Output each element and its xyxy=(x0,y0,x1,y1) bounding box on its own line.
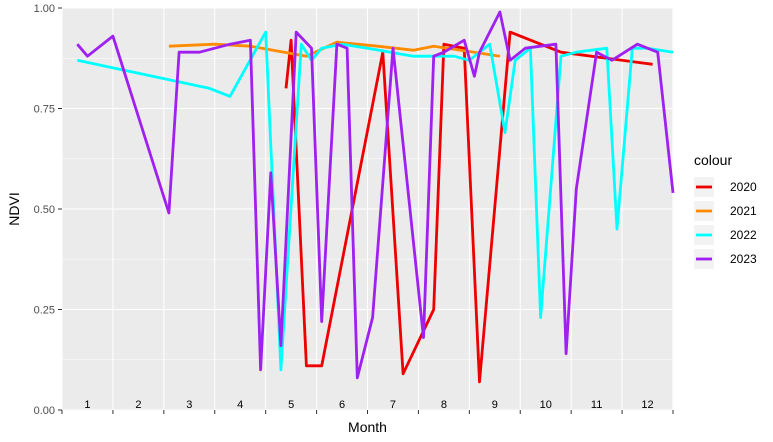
x-category-label: 6 xyxy=(339,399,345,411)
x-category-label: 5 xyxy=(288,399,294,411)
legend-label-2021: 2021 xyxy=(730,204,757,218)
x-category-label: 11 xyxy=(591,399,602,411)
series-line-2023 xyxy=(76,10,675,380)
x-category-label: 3 xyxy=(186,399,192,411)
x-category-label: 4 xyxy=(237,399,243,411)
x-category-label: 1 xyxy=(84,399,90,411)
legend: colour 2020 2021 2022 2023 xyxy=(694,152,757,269)
series-line-2021 xyxy=(168,40,501,58)
x-category-label: 2 xyxy=(135,399,141,411)
legend-label-2023: 2023 xyxy=(730,252,757,266)
y-tick-label: 0.75 xyxy=(34,104,55,116)
x-axis-ticks: 1 2 3 4 5 6 7 8 9 10 11 12 xyxy=(61,399,674,414)
y-tick-label: 0.25 xyxy=(34,305,55,317)
y-axis-ticks: 0.00 0.25 0.50 0.75 1.00 xyxy=(34,3,62,417)
x-category-label: 7 xyxy=(390,399,396,411)
y-tick-label: 0.00 xyxy=(34,405,55,417)
x-category-label: 8 xyxy=(441,399,447,411)
series-line-2022 xyxy=(77,30,674,372)
x-category-label: 12 xyxy=(641,399,653,411)
y-tick-label: 1.00 xyxy=(34,3,55,15)
legend-title: colour xyxy=(694,152,732,168)
x-axis-title: Month xyxy=(348,419,387,435)
series-line-2020 xyxy=(284,30,653,384)
x-category-label: 10 xyxy=(540,399,552,411)
legend-label-2020: 2020 xyxy=(730,180,757,194)
y-tick-label: 0.50 xyxy=(34,204,55,216)
y-axis-title: NDVI xyxy=(6,192,22,225)
legend-label-2022: 2022 xyxy=(730,228,757,242)
x-category-label: 9 xyxy=(492,399,498,411)
series-layer xyxy=(76,10,675,384)
